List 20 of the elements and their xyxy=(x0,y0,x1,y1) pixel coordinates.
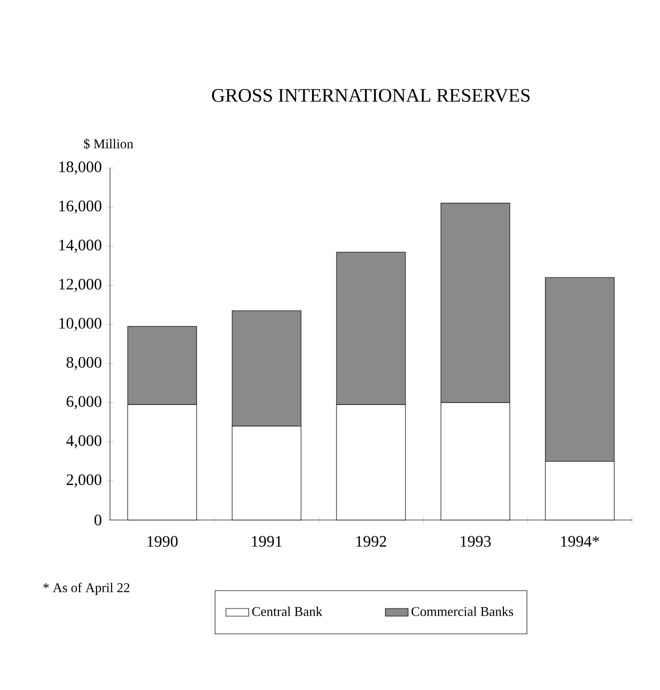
y-axis-title: $ Million xyxy=(84,138,134,150)
y-tick-label: 14,000 xyxy=(59,240,102,253)
y-tick-label: 0 xyxy=(94,514,102,526)
legend-label: Commercial Banks xyxy=(412,606,514,616)
x-tick-label: 1992 xyxy=(356,536,386,547)
x-tick-label: 1990 xyxy=(148,536,178,547)
y-tick-label: 18,000 xyxy=(59,161,102,175)
y-tick-label: 12,000 xyxy=(59,278,102,292)
chart-title: GROSS INTERNATIONAL RESERVES xyxy=(212,88,530,102)
y-tick-label: 16,000 xyxy=(59,200,102,214)
legend-label: Central Bank xyxy=(252,606,322,616)
y-tick-label: 8,000 xyxy=(66,357,102,370)
y-tick-label: 2,000 xyxy=(66,474,102,488)
y-tick-label: 6,000 xyxy=(66,396,102,410)
x-tick-label: 1994* xyxy=(561,536,600,547)
text: * As of April 22 xyxy=(43,582,130,595)
y-tick-label: 10,000 xyxy=(59,318,102,331)
x-tick-label: 1993 xyxy=(460,536,491,547)
x-tick-label: 1991 xyxy=(252,536,282,547)
y-tick-label: 4,000 xyxy=(66,435,102,448)
